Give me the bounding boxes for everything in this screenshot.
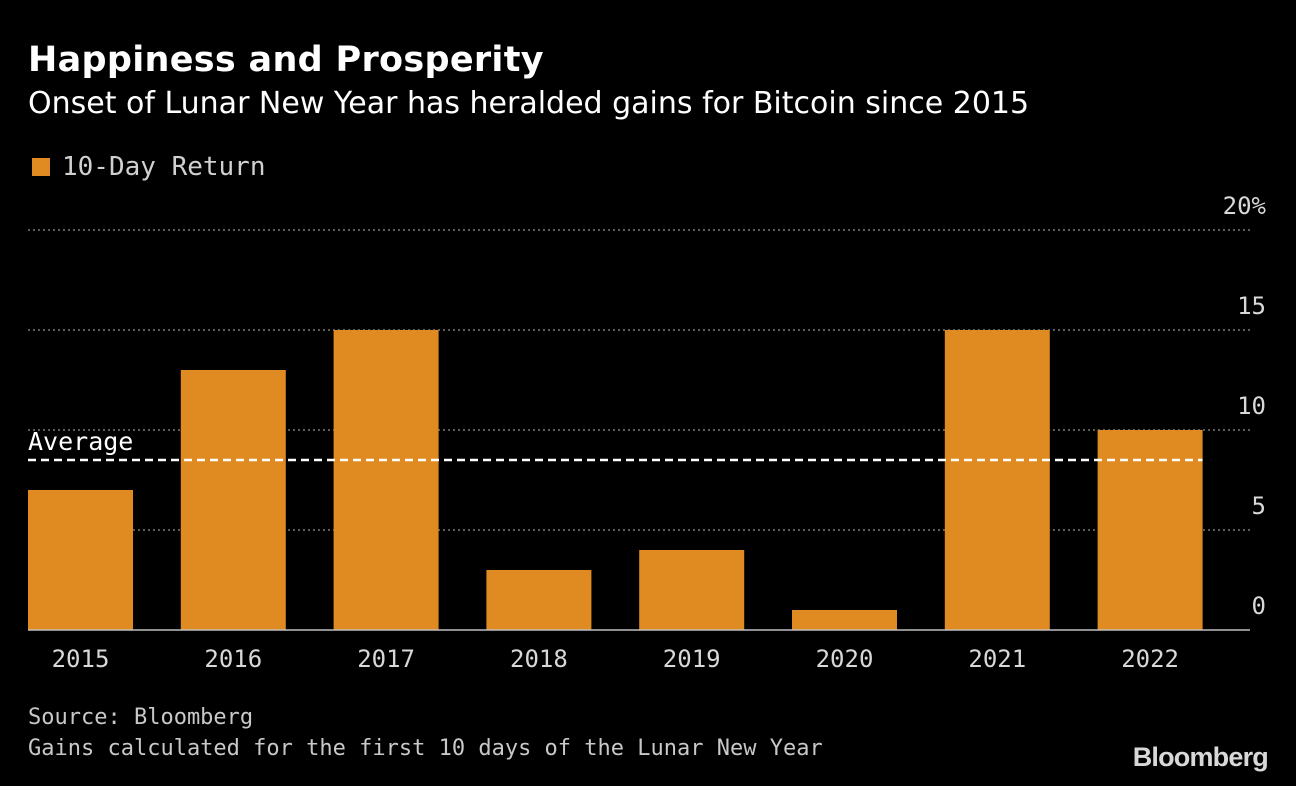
bar	[792, 610, 897, 630]
legend-swatch	[32, 158, 50, 176]
chart-subtitle: Onset of Lunar New Year has heralded gai…	[28, 86, 1030, 121]
x-tick-label: 2019	[663, 645, 721, 673]
x-tick-labels: 2015 2016 2017 2018 2019 2020 2021 2022	[52, 645, 1179, 673]
bar	[180, 370, 286, 630]
chart-title: Happiness and Prosperity	[28, 40, 544, 80]
bar	[944, 330, 1050, 630]
bars	[28, 330, 1203, 630]
x-tick-label: 2022	[1121, 645, 1179, 673]
y-tick-label: 0	[1252, 592, 1266, 620]
y-tick-label: 20%	[1223, 192, 1267, 220]
y-tick-labels: 0 5 10 15 20%	[1223, 192, 1267, 620]
x-tick-label: 2017	[357, 645, 415, 673]
legend: 10-Day Return	[32, 152, 266, 182]
bar	[1097, 430, 1203, 630]
gridlines	[28, 229, 1250, 531]
legend-label: 10-Day Return	[62, 152, 266, 182]
bar	[28, 490, 133, 630]
bar	[486, 570, 592, 630]
method-note: Gains calculated for the first 10 days o…	[28, 736, 823, 761]
x-tick-label: 2016	[204, 645, 262, 673]
average-annotation: Average	[28, 427, 1203, 462]
x-tick-label: 2018	[510, 645, 568, 673]
x-tick-label: 2021	[968, 645, 1026, 673]
bloomberg-logo: Bloomberg	[1132, 742, 1269, 772]
bar	[333, 330, 439, 630]
source-note: Source: Bloomberg	[28, 705, 254, 730]
bar	[639, 550, 745, 630]
x-tick-label: 2020	[816, 645, 874, 673]
average-label: Average	[28, 427, 133, 456]
x-tick-label: 2015	[52, 645, 110, 673]
y-tick-label: 15	[1237, 292, 1266, 320]
y-tick-label: 10	[1237, 392, 1266, 420]
y-tick-label: 5	[1252, 492, 1266, 520]
